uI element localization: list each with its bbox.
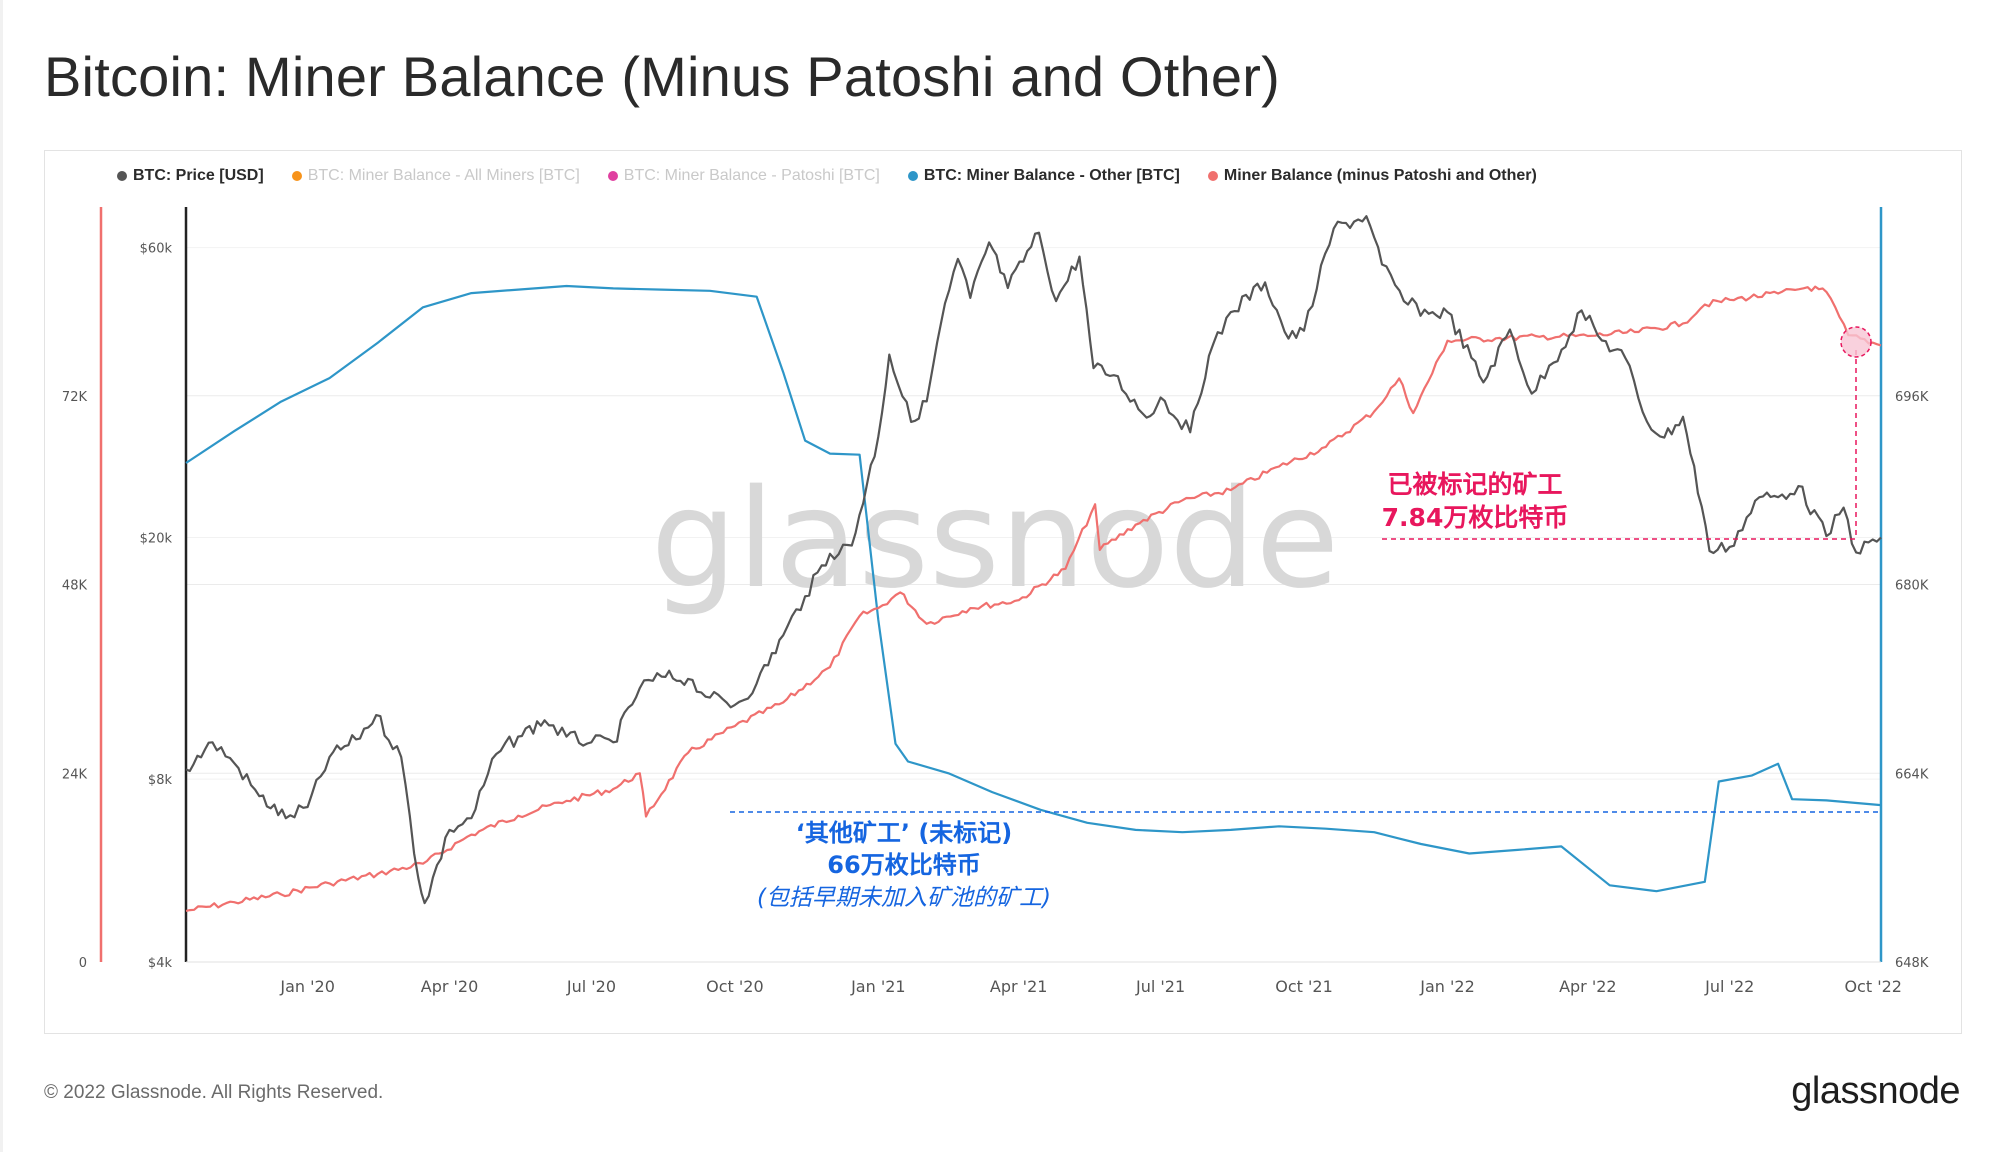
y-tick-label-price: $20k — [140, 531, 173, 546]
other-miners-label: ‘其他矿工’ (未标记) — [796, 819, 1013, 847]
y-tick-label-price: $4k — [148, 956, 173, 971]
x-tick-label: Jan '20 — [279, 977, 335, 996]
y-tick-label-left-outer: 0 — [79, 956, 87, 971]
legend-dot-miner-all — [291, 171, 302, 181]
legend-item-patoshi[interactable]: BTC: Miner Balance - Patoshi [BTC] — [607, 167, 880, 185]
page-edge — [0, 0, 3, 1152]
series-line-btc-price-usd- — [185, 215, 1882, 905]
chart-legend: BTC: Price [USD] BTC: Miner Balance - Al… — [117, 167, 1537, 185]
legend-label-other: BTC: Miner Balance - Other [BTC] — [923, 167, 1180, 184]
watermark: glassnode — [651, 461, 1340, 619]
series-line-miner-balance-minus-patoshi-and-other- — [185, 285, 1882, 912]
tagged-miners-label: 已被标记的矿工 — [1387, 470, 1562, 499]
y-tick-label-right: 696K — [1895, 390, 1929, 405]
legend-item-price[interactable]: BTC: Price [USD] — [117, 167, 264, 185]
legend-dot-minus — [1207, 171, 1218, 181]
x-tick-label: Jul '22 — [1704, 977, 1754, 996]
copyright-text: © 2022 Glassnode. All Rights Reserved. — [44, 1082, 384, 1103]
glassnode-logo[interactable]: glassnode — [1791, 1070, 1960, 1112]
y-tick-label-left-outer: 24K — [62, 767, 88, 782]
y-tick-label-right: 664K — [1895, 767, 1929, 782]
x-tick-label: Apr '20 — [421, 977, 479, 996]
x-tick-label: Jul '20 — [566, 977, 616, 996]
legend-dot-price — [117, 171, 127, 181]
legend-label-minus: Miner Balance (minus Patoshi and Other) — [1223, 167, 1537, 184]
latest-value-highlight-circle — [1840, 326, 1872, 358]
other-miners-amount: 66万枚比特币 — [827, 851, 980, 879]
chart-frame: BTC: Price [USD] BTC: Miner Balance - Al… — [44, 150, 1962, 1034]
x-tick-label: Jan '21 — [850, 977, 906, 996]
page-title: Bitcoin: Miner Balance (Minus Patoshi an… — [44, 45, 1280, 108]
series-layer — [185, 215, 1882, 912]
legend-dot-other — [907, 171, 918, 181]
legend-item-miner-all[interactable]: BTC: Miner Balance - All Miners [BTC] — [291, 167, 580, 185]
chart-axes: 0 24K 48K 72K $4k $8k $20k $60k 648K 664K 680K 696K… — [62, 207, 1929, 996]
y-tick-label-left-outer: 48K — [62, 579, 88, 594]
x-tick-label: Jan '22 — [1419, 977, 1475, 996]
other-miners-note: (包括早期未加入矿池的矿工) — [757, 885, 1051, 911]
x-tick-label: Oct '21 — [1275, 977, 1333, 996]
legend-label-miner-all: BTC: Miner Balance - All Miners [BTC] — [307, 167, 580, 184]
legend-label-price: BTC: Price [USD] — [133, 167, 264, 184]
y-tick-label-price: $60k — [140, 242, 173, 257]
tagged-miners-amount: 7.84万枚比特币 — [1382, 503, 1569, 532]
x-tick-label: Apr '21 — [990, 977, 1048, 996]
x-tick-label: Apr '22 — [1559, 977, 1617, 996]
legend-item-other[interactable]: BTC: Miner Balance - Other [BTC] — [907, 167, 1180, 185]
series-line-btc-miner-balance-other-btc- — [185, 284, 1882, 893]
annotation-layer: 已被标记的矿工 7.84万枚比特币 ‘其他矿工’ (未标记) 66万枚比特币 (… — [730, 326, 1880, 911]
legend-dot-patoshi — [607, 171, 618, 181]
y-tick-label-price: $8k — [148, 773, 173, 788]
x-tick-label: Jul '21 — [1135, 977, 1185, 996]
y-tick-label-right: 648K — [1895, 956, 1929, 971]
x-tick-label: Oct '22 — [1844, 977, 1902, 996]
legend-item-minus[interactable]: Miner Balance (minus Patoshi and Other) — [1207, 167, 1537, 185]
x-tick-label: Oct '20 — [706, 977, 764, 996]
y-tick-label-right: 680K — [1895, 579, 1929, 594]
legend-label-patoshi: BTC: Miner Balance - Patoshi [BTC] — [623, 167, 880, 184]
y-tick-label-left-outer: 72K — [62, 390, 88, 405]
